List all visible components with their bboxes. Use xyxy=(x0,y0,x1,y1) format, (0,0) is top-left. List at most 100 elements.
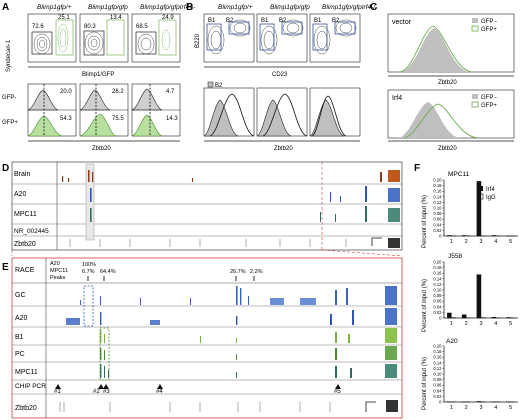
panel-b-title-1: Blimp1gfp/+ xyxy=(218,4,253,11)
y-tick-label: 0.10 xyxy=(433,288,442,293)
chip-site-3: #3 xyxy=(103,389,110,395)
race-pct-1: 100% xyxy=(82,262,96,268)
flow-a3-right: 24.9 xyxy=(162,15,174,21)
y-tick-label: 0.12 xyxy=(433,282,442,287)
panel-a-flow-1: 72.6 25.1 xyxy=(27,13,77,63)
x-tick-label: 4 xyxy=(494,321,497,327)
y-tick-label: 0.02 xyxy=(433,394,442,399)
panel-d: D Brain A20 MPC11 NR_002445 Zbtb20 xyxy=(2,161,403,257)
flow-b1-gate2: B2 xyxy=(226,18,234,24)
panel-e: E RACE A20 MPC11 Peaks 100% 6.7% 64.4% 2… xyxy=(2,257,403,419)
panel-d-label: D xyxy=(2,163,9,174)
panel-a-label: A xyxy=(2,2,9,13)
y-tick-label: 0 xyxy=(439,234,442,239)
track-e-gc: GC xyxy=(15,292,26,299)
x-tick-label: 3 xyxy=(479,321,482,327)
panel-b-ylabel: B220 xyxy=(195,33,201,48)
panel-a-flow-2: 80.3 13.4 xyxy=(79,13,129,63)
x-tick-label: 2 xyxy=(465,321,468,327)
panel-b-flow-1: B1 B2 xyxy=(203,13,255,63)
track-d-brain: Brain xyxy=(14,171,30,178)
panel-a: A Blimp1gfp/+ Blimp1gfp/gfp Blimp1gfp/gf… xyxy=(2,2,196,152)
bar-irf4 xyxy=(491,316,497,319)
chart-title: A20 xyxy=(446,338,458,345)
x-tick-label: 2 xyxy=(465,405,468,411)
y-tick-label: 0.08 xyxy=(433,211,442,216)
y-tick-label: 0.04 xyxy=(433,222,442,227)
legend-b2: B2 xyxy=(215,83,223,89)
panel-f-ylabel-3: Percent of input (%) xyxy=(422,357,428,410)
track-e-b1: B1 xyxy=(15,334,24,341)
bar-irf4 xyxy=(476,181,482,237)
y-tick-label: 0.16 xyxy=(433,271,442,276)
bar-irf4 xyxy=(506,317,511,319)
panel-a-flow-3: 68.5 24.9 xyxy=(131,13,181,63)
flow-b1-gate1: B1 xyxy=(208,18,216,24)
panel-b-hist-1 xyxy=(203,87,255,137)
x-tick-label: 4 xyxy=(494,239,497,245)
legend-c-top-gfppos: GFP+ xyxy=(481,27,497,33)
race-pct-4: 26.7% xyxy=(230,269,246,275)
chart-title: J558 xyxy=(448,253,462,260)
flow-a2-left: 80.3 xyxy=(84,24,96,30)
x-tick-label: 4 xyxy=(494,405,497,411)
track-e-a20: A20 xyxy=(15,315,28,322)
track-e-zbtb20: Zbtb20 xyxy=(15,405,37,412)
panel-c-top-title: vector xyxy=(392,19,412,26)
flow-b2-gate2: B2 xyxy=(279,18,287,24)
race-label: RACE xyxy=(15,267,35,274)
panel-a-hist-1: 20.0 54.3 xyxy=(27,83,77,137)
track-e-mpc11: MPC11 xyxy=(15,369,38,376)
panel-a-title-1: Blimp1gfp/+ xyxy=(37,4,72,11)
bar-irf4 xyxy=(476,401,482,403)
bar-irf4 xyxy=(447,312,452,319)
chart-a20: A20 00.020.040.060.080.100.120.140.160.18… xyxy=(433,338,518,411)
y-tick-label: 0.06 xyxy=(433,299,442,304)
y-tick-label: 0.10 xyxy=(433,372,442,377)
flow-b2-gate1: B1 xyxy=(261,18,269,24)
chip-site-5: #5 xyxy=(334,389,341,395)
y-tick-label: 0.20 xyxy=(433,178,442,183)
panel-c-bottom-title: Irf4 xyxy=(392,95,402,102)
y-tick-label: 0.04 xyxy=(433,304,442,309)
track-d-nr: NR_002445 xyxy=(14,228,49,235)
flow-a1-right: 25.1 xyxy=(58,15,70,21)
legend-f-irf4: Irf4 xyxy=(486,187,495,193)
hist-gfp-neg-label: GFP- xyxy=(2,95,16,101)
flow-a3-left: 68.5 xyxy=(136,24,148,30)
race-pct-2: 6.7% xyxy=(82,269,95,275)
flow-b3-gate2: B2 xyxy=(332,18,340,24)
panel-b-flow-3: B1 B2 xyxy=(309,13,361,63)
hist-a1-top: 20.0 xyxy=(60,89,72,95)
chip-site-2: #2 xyxy=(93,389,100,395)
y-tick-label: 0.20 xyxy=(433,260,442,265)
chart-title: MPC11 xyxy=(448,171,470,178)
y-tick-label: 0.06 xyxy=(433,217,442,222)
track-d-a20: A20 xyxy=(14,191,27,198)
y-tick-label: 0.02 xyxy=(433,310,442,315)
panel-b: B Blimp1gfp/+ Blimp1gfp/gfp Blimp1gfp/gf… xyxy=(186,2,378,152)
panel-a-hist-xlabel: Zbtb20 xyxy=(92,146,111,152)
y-tick-label: 0.20 xyxy=(433,344,442,349)
x-tick-label: 5 xyxy=(509,239,512,245)
chip-site-1: #1 xyxy=(54,389,61,395)
chip-pcr-label: CHIP PCR xyxy=(15,383,46,390)
x-tick-label: 1 xyxy=(450,239,453,245)
panel-f-ylabel-1: Percent of input (%) xyxy=(422,195,428,248)
y-tick-label: 0.18 xyxy=(433,349,442,354)
y-tick-label: 0.08 xyxy=(433,377,442,382)
panel-b-hist-xlabel: Zbtb20 xyxy=(274,146,293,152)
panel-b-title-3: Blimp1gfp/gfpIrf4-/- xyxy=(322,4,378,11)
track-d-zbtb20: Zbtb20 xyxy=(14,241,36,248)
race-row-peaks: Peaks xyxy=(50,275,66,281)
flow-a1-left: 72.6 xyxy=(32,24,44,30)
race-pct-3: 64.4% xyxy=(100,269,116,275)
y-tick-label: 0.08 xyxy=(433,293,442,298)
flow-b3-gate1: B1 xyxy=(314,18,322,24)
y-tick-label: 0.18 xyxy=(433,265,442,270)
panel-b-title-2: Blimp1gfp/gfp xyxy=(270,4,310,11)
legend-c-bottom-gfpneg: GFP - xyxy=(481,95,497,101)
hist-a2-bottom: 75.5 xyxy=(112,116,124,122)
legend-c-top-gfpneg: GFP - xyxy=(481,19,497,25)
x-tick-label: 1 xyxy=(450,405,453,411)
